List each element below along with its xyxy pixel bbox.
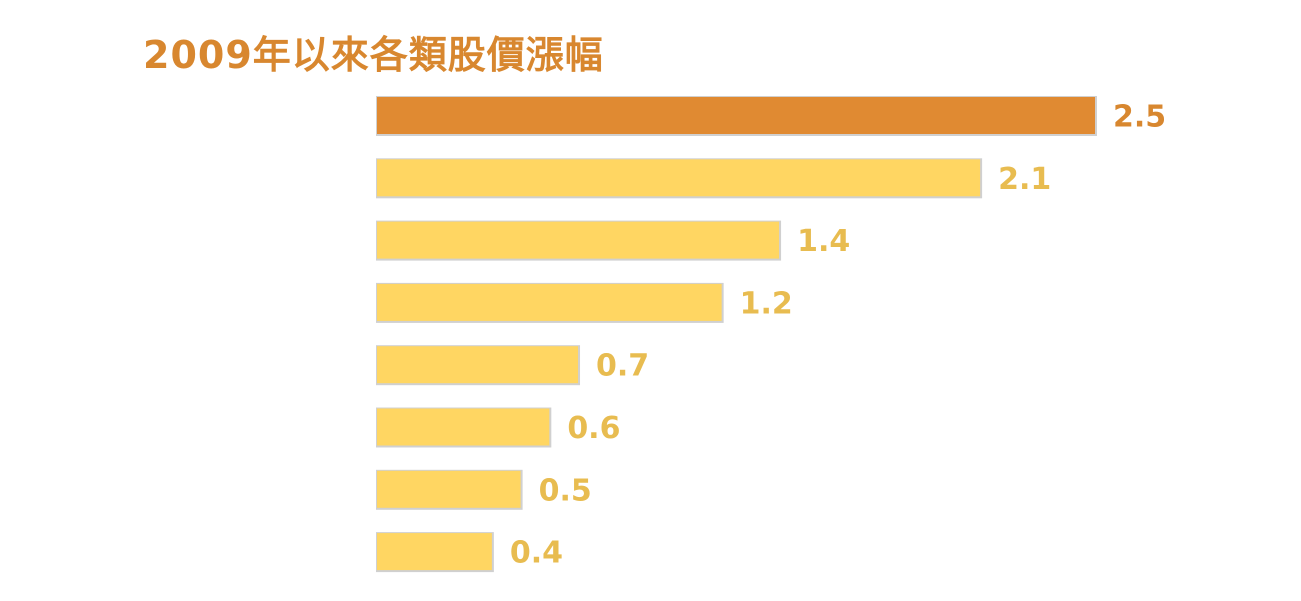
bar: [377, 408, 550, 446]
bar: [377, 159, 981, 197]
bar: [377, 283, 722, 321]
bar: [377, 470, 521, 508]
value-label: 1.4: [797, 224, 850, 259]
bar: [377, 97, 1095, 134]
value-label: 0.5: [539, 473, 592, 508]
chart-title: 2009年以來各類股價漲幅: [143, 33, 604, 77]
value-label: 0.4: [510, 536, 563, 571]
value-label: 0.6: [567, 411, 620, 446]
bar: [377, 533, 492, 571]
value-label: 1.2: [740, 286, 793, 321]
value-label: 2.5: [1113, 100, 1166, 135]
bar: [377, 346, 579, 384]
bar: [377, 221, 780, 259]
value-label: 0.7: [596, 349, 649, 384]
value-label: 2.1: [998, 162, 1051, 197]
